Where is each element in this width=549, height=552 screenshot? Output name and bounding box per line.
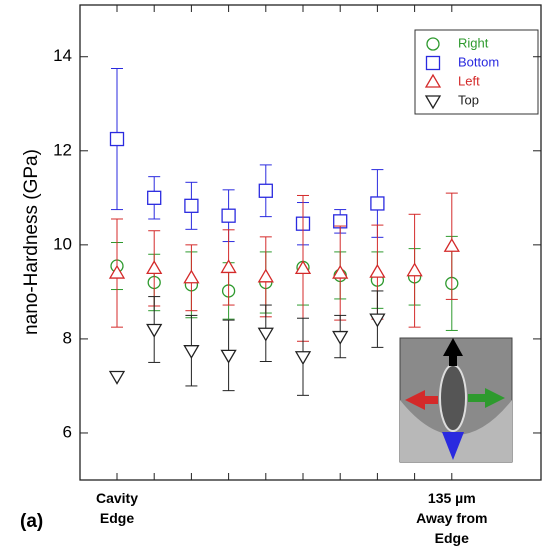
legend-label: Top	[458, 92, 479, 107]
data-point	[257, 327, 274, 342]
y-tick-label: 6	[63, 422, 72, 441]
data-point	[369, 313, 386, 328]
data-point	[108, 264, 126, 279]
data-point	[332, 330, 349, 345]
x-tick-label: 135 µm Away from Edge	[416, 490, 488, 546]
data-point	[220, 259, 237, 274]
panel-label: (a)	[20, 511, 43, 532]
legend-label: Bottom	[458, 54, 499, 69]
legend-marker	[426, 37, 440, 51]
data-point	[184, 198, 199, 213]
data-point	[258, 183, 273, 198]
data-point	[369, 263, 386, 278]
legend-label: Left	[458, 73, 480, 88]
data-point	[332, 264, 349, 279]
legend-marker	[424, 95, 442, 110]
y-axis-label: nano-Hardness (GPa)	[21, 149, 42, 335]
data-point	[146, 323, 163, 338]
x-tick-label: Cavity Edge	[95, 490, 139, 526]
data-point	[370, 196, 385, 211]
data-point	[294, 351, 312, 366]
legend-marker	[424, 73, 442, 88]
data-point	[294, 260, 312, 275]
data-point	[183, 345, 200, 359]
inset-image	[399, 337, 513, 463]
data-point	[257, 268, 274, 283]
data-point	[443, 237, 460, 252]
data-point	[220, 349, 237, 364]
data-point	[147, 190, 162, 205]
data-point	[108, 370, 126, 385]
data-point	[221, 208, 236, 223]
y-tick-label: 12	[53, 140, 72, 159]
y-tick-label: 8	[63, 328, 72, 347]
legend-box	[414, 29, 539, 115]
legend-label: Right	[458, 35, 489, 50]
data-point	[406, 262, 423, 277]
legend-marker	[425, 55, 441, 71]
data-point	[183, 269, 200, 284]
data-point	[146, 260, 163, 275]
y-tick-label: 14	[53, 46, 72, 65]
y-tick-label: 10	[53, 234, 72, 253]
data-point	[109, 131, 125, 147]
plot-frame	[79, 4, 542, 481]
